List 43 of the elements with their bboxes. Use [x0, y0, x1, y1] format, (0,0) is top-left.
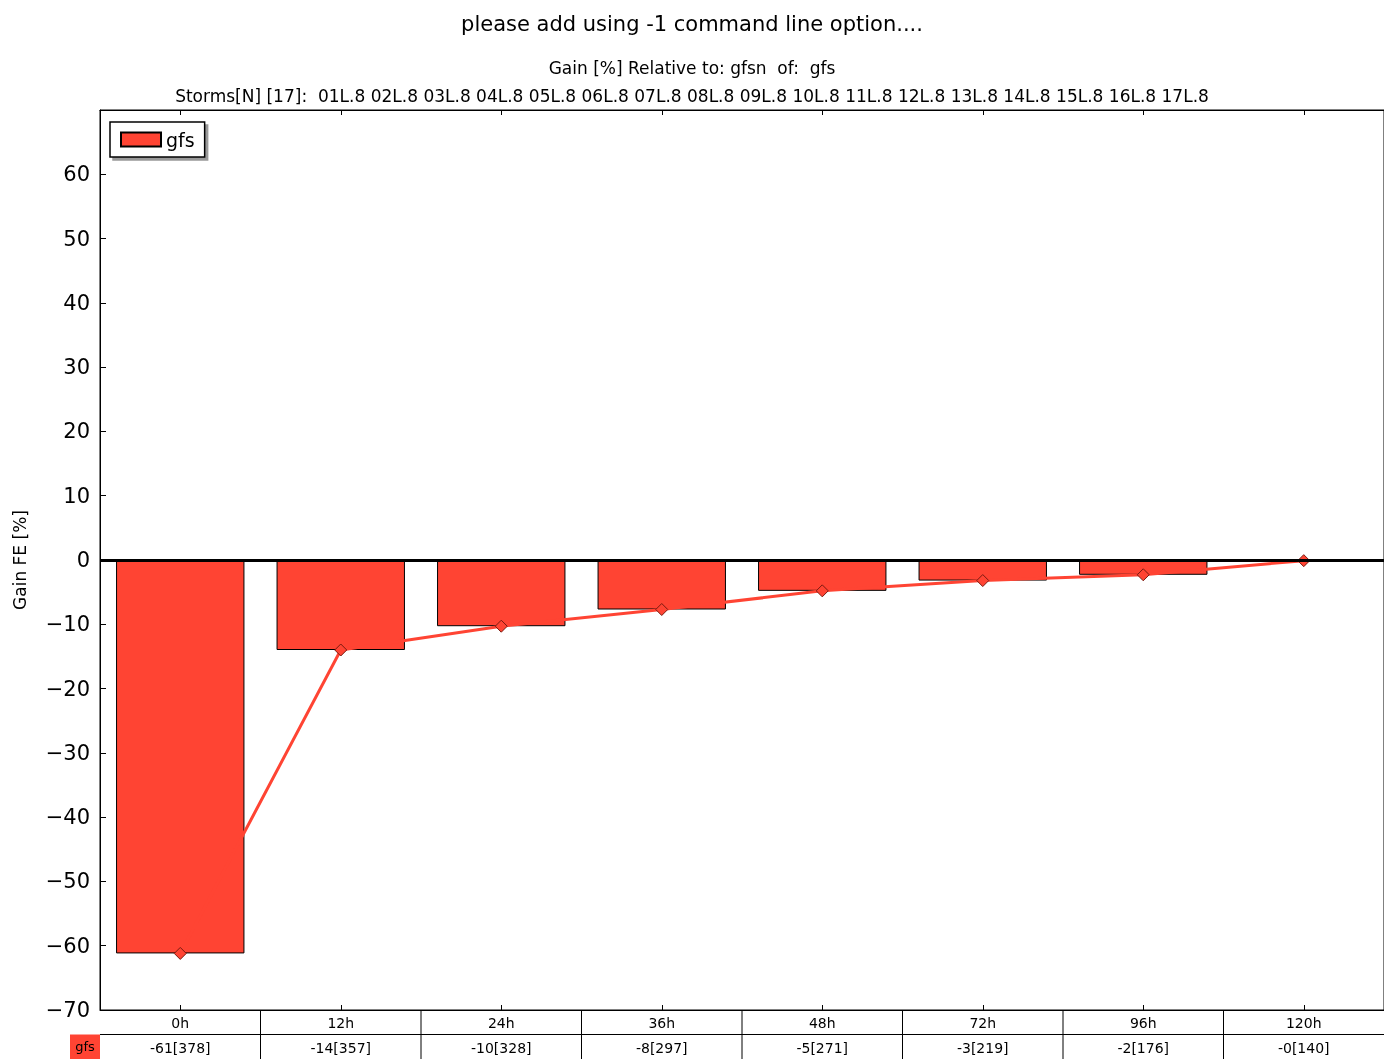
y-tick-label: −10 — [45, 612, 90, 637]
point — [334, 643, 348, 657]
y-tick-label: 50 — [63, 226, 90, 251]
point — [976, 574, 990, 588]
point — [1136, 568, 1150, 582]
point — [655, 603, 669, 616]
x-tick-label: 48h — [808, 1015, 836, 1031]
chart-subtitle: Gain [%] Relative to: gfsn of: gfs — [548, 57, 836, 78]
y-tick-label: 60 — [63, 162, 90, 187]
text: Storms[N] [17]: 01L.8 02L.8 03L.8 04L.8 05L.8 06L.8 07L.8 08L.8 09L.8 10L.8 11L.8 12L.8 13L.8 14L.8 15L.8 16L.8 17L.8 — [175, 85, 1209, 106]
data-label: -14[357] — [310, 1039, 372, 1056]
y-tick-label: −20 — [45, 676, 90, 701]
point — [494, 619, 508, 633]
y-axis-title: Gain FE [%] — [9, 510, 30, 610]
chart-title: please add using -1 command line option.... — [461, 11, 923, 36]
data-label: -10[328] — [470, 1039, 532, 1056]
point — [815, 584, 829, 598]
point — [173, 946, 187, 960]
data-label: -5[271] — [796, 1039, 849, 1056]
y-tick-label: 0 — [76, 548, 90, 572]
x-tick-label: 12h — [327, 1015, 355, 1031]
data-label: -3[219] — [956, 1039, 1009, 1056]
x-tick-label: 24h — [487, 1015, 515, 1031]
text: gfs — [75, 1039, 95, 1055]
y-tick-label: −60 — [45, 933, 90, 958]
y-tick-label: −40 — [45, 805, 90, 830]
legend-label: gfs — [166, 128, 195, 151]
x-tick-label: 96h — [1129, 1015, 1157, 1031]
y-tick-label: −70 — [45, 998, 90, 1022]
text: -0[140] — [1277, 1039, 1330, 1056]
x-tick-label: 72h — [969, 1015, 997, 1031]
data-label: -2[176] — [1117, 1039, 1170, 1056]
x-tick-label: 36h — [648, 1015, 676, 1031]
y-tick-label: −50 — [45, 869, 90, 894]
data-label: -61[378] — [149, 1039, 211, 1056]
y-tick-label: 40 — [63, 290, 90, 315]
x-tick-label: 120h — [1285, 1015, 1322, 1031]
y-tick-label: −30 — [45, 740, 90, 765]
y-tick-label: 30 — [63, 355, 90, 380]
y-tick-label: 10 — [63, 483, 90, 508]
data-label: -8[297] — [635, 1039, 688, 1056]
y-tick-label: 20 — [63, 419, 90, 444]
x-tick-label: 0h — [171, 1015, 190, 1031]
